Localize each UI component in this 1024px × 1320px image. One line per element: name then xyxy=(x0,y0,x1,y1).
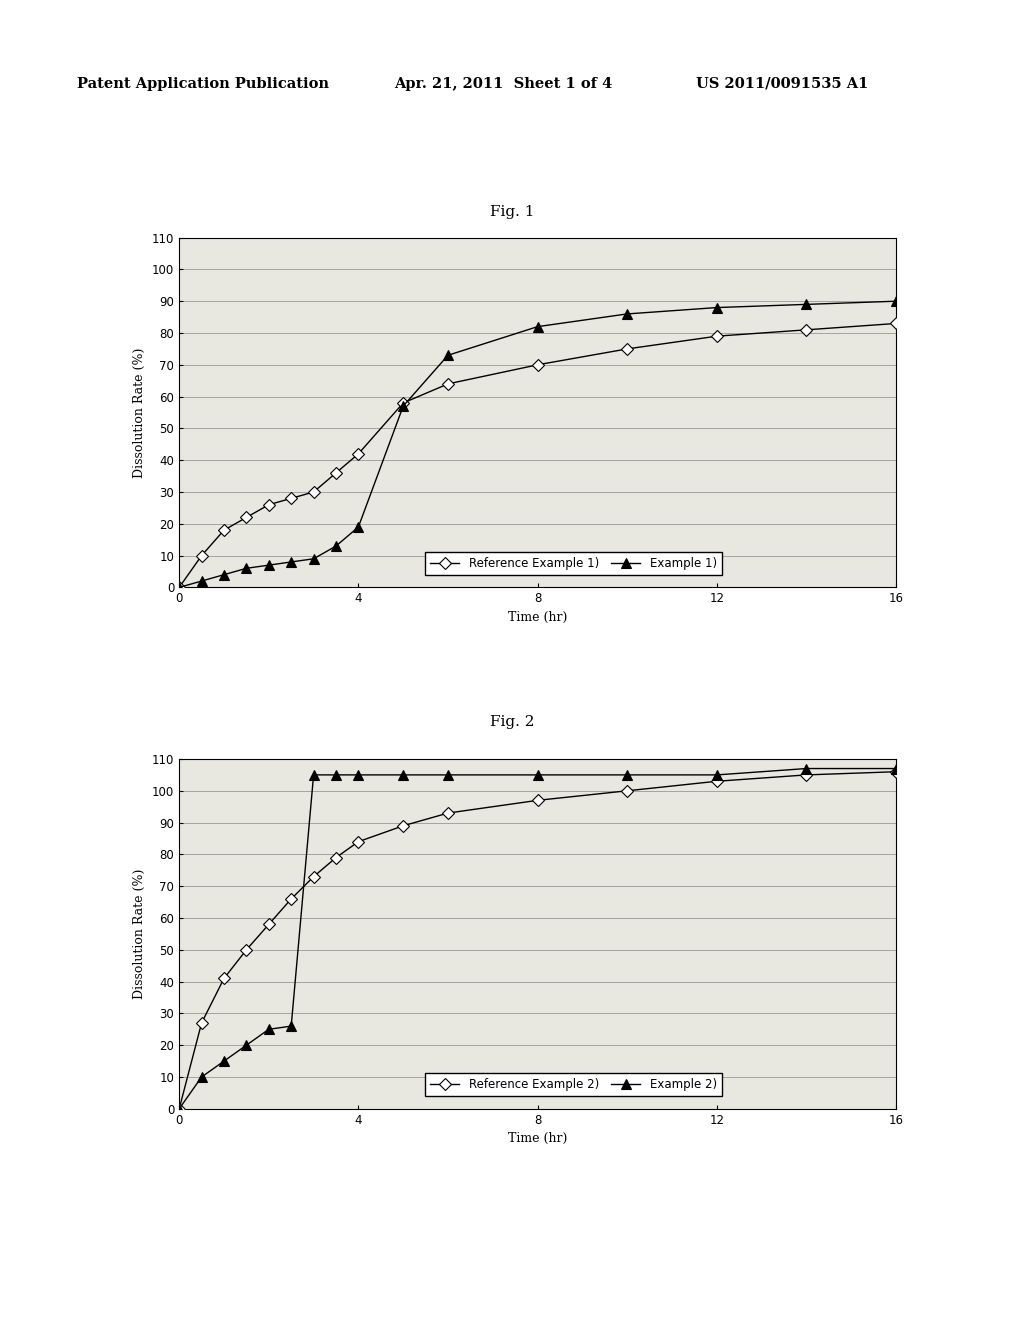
Example 2) xyxy=(262,1022,274,1038)
Reference Example 2) xyxy=(196,1015,208,1031)
Example 2) xyxy=(196,1069,208,1085)
Reference Example 2) xyxy=(621,783,633,799)
Example 2) xyxy=(621,767,633,783)
Line: Reference Example 1): Reference Example 1) xyxy=(175,319,900,591)
Reference Example 1) xyxy=(241,510,253,525)
Example 1) xyxy=(441,347,454,363)
Reference Example 2) xyxy=(441,805,454,821)
Example 2) xyxy=(352,767,365,783)
Example 2) xyxy=(241,1038,253,1053)
Example 1) xyxy=(711,300,723,315)
Legend: Reference Example 1), Example 1): Reference Example 1), Example 1) xyxy=(425,552,722,574)
Text: Fig. 2: Fig. 2 xyxy=(489,715,535,730)
Reference Example 2) xyxy=(307,869,319,884)
Reference Example 1) xyxy=(173,579,185,595)
Example 1) xyxy=(890,293,902,309)
Example 2) xyxy=(711,767,723,783)
Reference Example 1) xyxy=(196,548,208,564)
Example 1) xyxy=(262,557,274,573)
Example 2) xyxy=(218,1053,230,1069)
Example 1) xyxy=(196,573,208,589)
Example 2) xyxy=(330,767,342,783)
X-axis label: Time (hr): Time (hr) xyxy=(508,611,567,624)
Reference Example 2) xyxy=(330,850,342,866)
Example 2) xyxy=(531,767,544,783)
Example 1) xyxy=(352,519,365,535)
Example 1) xyxy=(218,566,230,582)
Y-axis label: Dissolution Rate (%): Dissolution Rate (%) xyxy=(133,347,146,478)
Reference Example 1) xyxy=(621,341,633,356)
Example 2) xyxy=(397,767,410,783)
Example 1) xyxy=(397,399,410,414)
Reference Example 2) xyxy=(352,834,365,850)
Example 2) xyxy=(307,767,319,783)
Reference Example 1) xyxy=(262,496,274,512)
Legend: Reference Example 2), Example 2): Reference Example 2), Example 2) xyxy=(425,1073,722,1096)
Reference Example 1) xyxy=(711,329,723,345)
Reference Example 1) xyxy=(307,484,319,500)
Example 1) xyxy=(173,579,185,595)
Text: Fig. 1: Fig. 1 xyxy=(489,205,535,219)
Reference Example 1) xyxy=(218,523,230,539)
Reference Example 2) xyxy=(218,970,230,986)
Reference Example 2) xyxy=(531,792,544,808)
Reference Example 1) xyxy=(352,446,365,462)
Reference Example 1) xyxy=(800,322,812,338)
Reference Example 2) xyxy=(241,942,253,958)
Example 2) xyxy=(285,1018,297,1034)
Example 1) xyxy=(621,306,633,322)
Reference Example 2) xyxy=(173,1101,185,1117)
Text: US 2011/0091535 A1: US 2011/0091535 A1 xyxy=(696,77,868,91)
Reference Example 2) xyxy=(890,764,902,780)
Reference Example 1) xyxy=(890,315,902,331)
Reference Example 2) xyxy=(397,818,410,834)
Example 2) xyxy=(800,760,812,776)
Reference Example 2) xyxy=(800,767,812,783)
Y-axis label: Dissolution Rate (%): Dissolution Rate (%) xyxy=(133,869,146,999)
Reference Example 2) xyxy=(285,891,297,907)
Example 1) xyxy=(241,561,253,577)
Reference Example 1) xyxy=(330,465,342,480)
Example 2) xyxy=(173,1101,185,1117)
Example 1) xyxy=(531,318,544,334)
Reference Example 2) xyxy=(262,916,274,932)
Example 2) xyxy=(890,760,902,776)
Text: Patent Application Publication: Patent Application Publication xyxy=(77,77,329,91)
Reference Example 1) xyxy=(531,356,544,372)
Line: Example 1): Example 1) xyxy=(174,296,901,593)
Reference Example 1) xyxy=(285,491,297,507)
X-axis label: Time (hr): Time (hr) xyxy=(508,1133,567,1146)
Text: Apr. 21, 2011  Sheet 1 of 4: Apr. 21, 2011 Sheet 1 of 4 xyxy=(394,77,612,91)
Example 1) xyxy=(800,297,812,313)
Example 1) xyxy=(330,539,342,554)
Reference Example 1) xyxy=(441,376,454,392)
Reference Example 2) xyxy=(711,774,723,789)
Line: Example 2): Example 2) xyxy=(174,764,901,1114)
Example 1) xyxy=(307,550,319,566)
Example 2) xyxy=(441,767,454,783)
Line: Reference Example 2): Reference Example 2) xyxy=(175,767,900,1113)
Example 1) xyxy=(285,554,297,570)
Reference Example 1) xyxy=(397,395,410,411)
